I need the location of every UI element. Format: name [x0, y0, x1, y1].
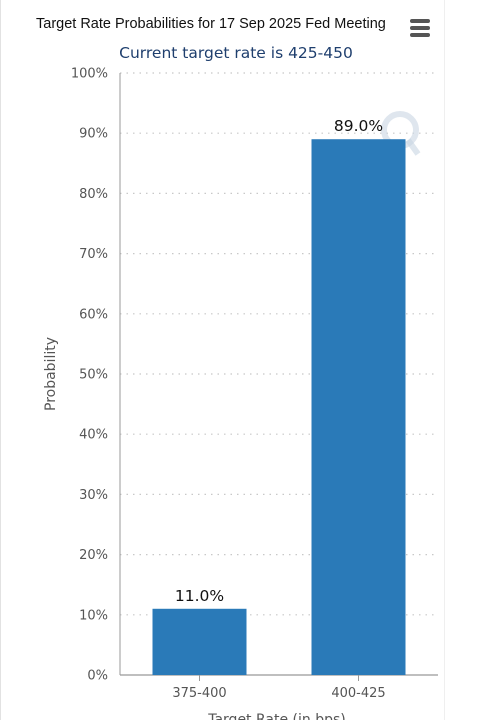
y-tick-label: 30% [79, 488, 108, 503]
x-tick-label: 400-425 [331, 686, 385, 701]
y-tick-label: 10% [79, 608, 108, 623]
axis-layer: 0% 10% 20% 30% 40% 50% 60% 70% 80% 90% 100% 375-400… [71, 67, 438, 701]
y-tick-label: 20% [79, 548, 108, 563]
y-axis-title: Probability [43, 337, 59, 411]
hamburger-menu-icon [410, 19, 430, 23]
y-tick-label: 100% [71, 67, 108, 82]
page-edge-left [0, 0, 1, 720]
y-tick-label: 90% [79, 127, 108, 142]
bar-data-label: 89.0% [334, 117, 383, 135]
grid-layer [120, 72, 438, 616]
hamburger-menu-icon-bar [410, 33, 430, 37]
y-tick-label: 60% [79, 307, 108, 322]
bar-layer [152, 139, 406, 676]
chart-menu-button[interactable] [404, 14, 436, 42]
chart-title: Target Rate Probabilities for 17 Sep 202… [36, 16, 386, 32]
hamburger-menu-icon-bar [410, 26, 430, 30]
y-tick-label: 0% [87, 669, 108, 684]
bar-data-label: 11.0% [175, 587, 224, 605]
y-tick-label: 80% [79, 187, 108, 202]
x-axis-title: Target Rate (in bps) [207, 712, 346, 720]
y-tick-label: 70% [79, 247, 108, 262]
y-tick-label: 40% [79, 428, 108, 443]
y-tick-label: 50% [79, 368, 108, 383]
label-layer: 11.0% 89.0% [175, 117, 383, 605]
chart-subtitle: Current target rate is 425-450 [119, 44, 353, 62]
page-edge-right [444, 0, 445, 720]
bar-400-425[interactable] [311, 139, 406, 676]
x-tick-label: 375-400 [172, 686, 226, 701]
bar-375-400[interactable] [152, 608, 247, 675]
